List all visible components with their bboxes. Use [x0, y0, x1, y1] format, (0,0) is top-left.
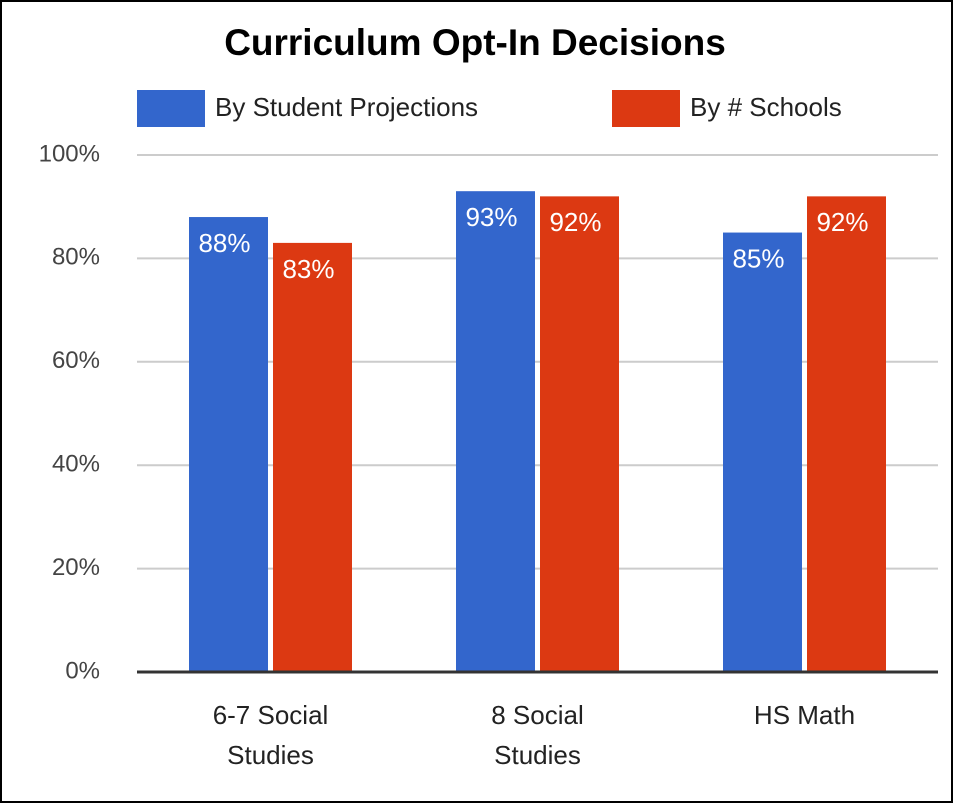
- data-label: 85%: [732, 243, 784, 273]
- y-tick-label: 20%: [52, 554, 100, 581]
- data-label: 92%: [816, 207, 868, 237]
- bar: [723, 232, 802, 673]
- legend-swatch: [612, 90, 680, 127]
- legend-swatch: [137, 90, 205, 127]
- data-label: 88%: [198, 228, 250, 258]
- x-tick-label: 6-7 Social Studies: [212, 700, 329, 770]
- data-label: 83%: [282, 254, 334, 284]
- bar: [540, 196, 619, 673]
- bar: [189, 217, 268, 673]
- x-tick-label: 8 Social Studies: [491, 700, 584, 770]
- y-tick-label: 60%: [52, 347, 100, 374]
- y-tick-label: 80%: [52, 244, 100, 271]
- bar: [807, 196, 886, 673]
- y-tick-label: 0%: [65, 657, 100, 684]
- bar: [456, 191, 535, 672]
- data-label: 92%: [549, 207, 601, 237]
- y-tick-label: 100%: [39, 140, 100, 167]
- legend-label: By Student Projections: [215, 92, 478, 122]
- y-tick-label: 40%: [52, 451, 100, 478]
- chart-title: Curriculum Opt-In Decisions: [224, 22, 726, 63]
- data-label: 93%: [465, 202, 517, 232]
- legend-label: By # Schools: [690, 92, 842, 122]
- x-tick-label: HS Math: [753, 700, 856, 730]
- bar: [273, 242, 352, 672]
